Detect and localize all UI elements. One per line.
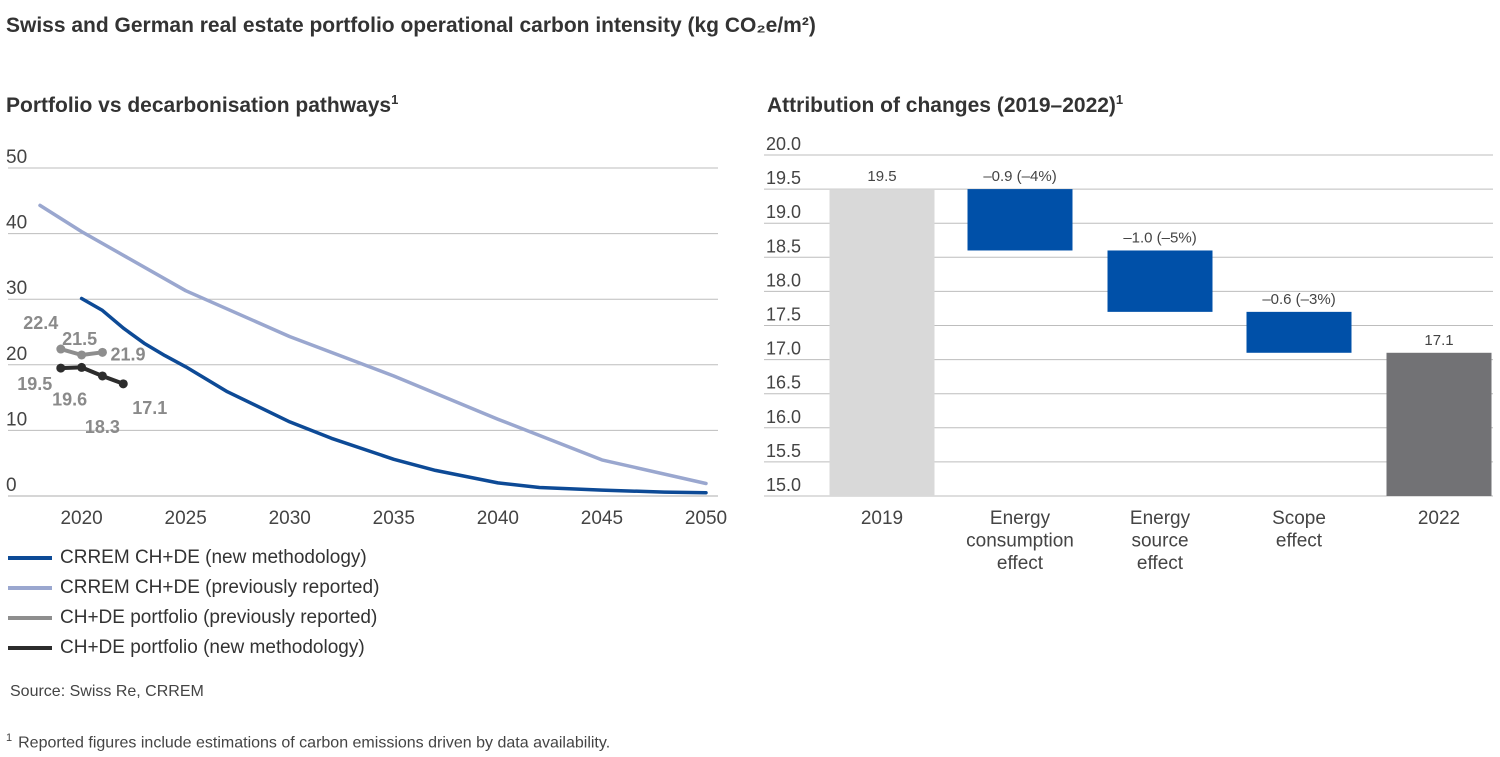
data-label: 19.5	[17, 374, 52, 394]
x-category-label: 2019	[861, 508, 903, 529]
legend-item-portfolio-new: CH+DE portfolio (new methodology)	[8, 633, 379, 663]
x-tick-label: 2040	[477, 508, 519, 529]
y-tick-label: 40	[6, 213, 27, 234]
y-tick-label: 18.0	[766, 270, 801, 290]
data-point	[97, 371, 107, 381]
series-line-portfolio-new	[58, 365, 126, 386]
y-tick-label: 16.5	[766, 373, 801, 393]
main-title: Swiss and German real estate portfolio o…	[6, 14, 816, 37]
y-tick-label: 17.0	[766, 339, 801, 359]
waterfall-bar	[1246, 311, 1352, 353]
x-category-label-line: source	[1131, 531, 1188, 552]
y-tick-label: 17.5	[766, 305, 801, 325]
bar-value-label: 19.5	[867, 168, 896, 185]
data-label: 18.3	[85, 417, 120, 437]
x-category-label-line: effect	[1276, 531, 1323, 552]
data-label: 22.4	[23, 313, 58, 333]
waterfall-chart-title: Attribution of changes (2019–2022)1	[767, 92, 1123, 118]
footnote: 1 Reported figures include estimations of…	[6, 732, 610, 752]
x-category-label: 2022	[1418, 508, 1460, 529]
legend-item-portfolio-prev: CH+DE portfolio (previously reported)	[8, 603, 379, 633]
legend-swatch	[8, 586, 52, 590]
data-point	[56, 344, 66, 354]
source-note: Source: Swiss Re, CRREM	[10, 683, 204, 700]
legend-label: CH+DE portfolio (new methodology)	[60, 637, 365, 658]
legend-item-crrem-new: CRREM CH+DE (new methodology)	[8, 543, 379, 573]
data-label: 21.9	[110, 344, 145, 364]
legend-label: CH+DE portfolio (previously reported)	[60, 607, 378, 628]
data-label: 19.6	[52, 389, 87, 409]
legend-swatch	[8, 616, 52, 620]
legend-label: CRREM CH+DE (previously reported)	[60, 577, 380, 598]
x-category-label: Scope effect	[1272, 508, 1326, 552]
y-tick-label: 20.0	[766, 134, 801, 154]
x-category-label: Energy source effect	[1130, 508, 1191, 574]
legend-label: CRREM CH+DE (new methodology)	[60, 547, 367, 568]
x-category-label: Energy consumption effect	[966, 508, 1074, 574]
legend-swatch	[8, 646, 52, 650]
y-tick-label: 16.0	[766, 407, 801, 427]
legend: CRREM CH+DE (new methodology) CRREM CH+D…	[8, 543, 379, 663]
bar-value-label: –0.6 (–3%)	[1262, 291, 1335, 308]
x-category-label-line: consumption	[966, 531, 1074, 552]
y-tick-label: 18.5	[766, 236, 801, 256]
legend-swatch	[8, 556, 52, 560]
waterfall-bar	[1107, 250, 1213, 312]
series-line-crrem-new	[79, 296, 708, 495]
y-tick-label: 19.0	[766, 202, 801, 222]
x-category-label-line: Energy	[990, 508, 1051, 529]
y-tick-label: 15.5	[766, 441, 801, 461]
y-tick-label: 30	[6, 278, 27, 299]
legend-item-crrem-prev: CRREM CH+DE (previously reported)	[8, 573, 379, 603]
footnote-text: Reported figures include estimations of …	[18, 734, 611, 752]
y-tick-label: 15.0	[766, 475, 801, 495]
data-label: 17.1	[132, 398, 167, 418]
y-tick-label: 10	[6, 409, 27, 430]
waterfall-chart: 15.0 15.5 16.0 16.5 17.0 17.5 18.0 18.5 19.0 19.5…	[764, 134, 1493, 574]
data-label: 21.5	[62, 329, 97, 349]
line-chart-title: Portfolio vs decarbonisation pathways1	[6, 92, 398, 118]
x-category-label-line: effect	[997, 553, 1044, 574]
data-point	[118, 379, 128, 389]
footnote-marker: 1	[6, 732, 13, 744]
waterfall-bar	[829, 189, 935, 496]
bar-value-label: 17.1	[1424, 332, 1453, 349]
line-chart-title-text: Portfolio vs decarbonisation pathways	[6, 94, 392, 117]
x-category-label-line: Scope	[1272, 508, 1326, 529]
x-tick-label: 2025	[165, 508, 207, 529]
y-tick-label: 50	[6, 147, 27, 168]
waterfall-bar	[1386, 352, 1492, 496]
y-tick-label: 0	[6, 475, 17, 496]
line-chart-title-sup: 1	[391, 92, 399, 107]
waterfall-chart-title-sup: 1	[1115, 92, 1124, 107]
data-point	[56, 363, 66, 373]
data-point	[77, 350, 87, 360]
x-tick-label: 2050	[685, 508, 727, 529]
series-line-crrem-prev	[38, 203, 708, 486]
x-category-label-line: 2022	[1418, 508, 1460, 529]
x-tick-label: 2020	[60, 508, 102, 529]
bar-value-label: –0.9 (–4%)	[983, 168, 1056, 185]
waterfall-chart-title-text: Attribution of changes (2019–2022)	[767, 94, 1116, 117]
y-tick-label: 19.5	[766, 168, 801, 188]
x-category-label-line: 2019	[861, 508, 903, 529]
x-category-label-line: effect	[1137, 553, 1184, 574]
y-tick-label: 20	[6, 344, 27, 365]
bar-value-label: –1.0 (–5%)	[1123, 229, 1196, 246]
data-point	[77, 362, 87, 372]
x-tick-label: 2030	[269, 508, 311, 529]
x-tick-label: 2035	[373, 508, 415, 529]
data-point	[97, 347, 107, 357]
x-category-label-line: Energy	[1130, 508, 1191, 529]
waterfall-bar	[967, 189, 1073, 251]
x-tick-label: 2045	[581, 508, 623, 529]
